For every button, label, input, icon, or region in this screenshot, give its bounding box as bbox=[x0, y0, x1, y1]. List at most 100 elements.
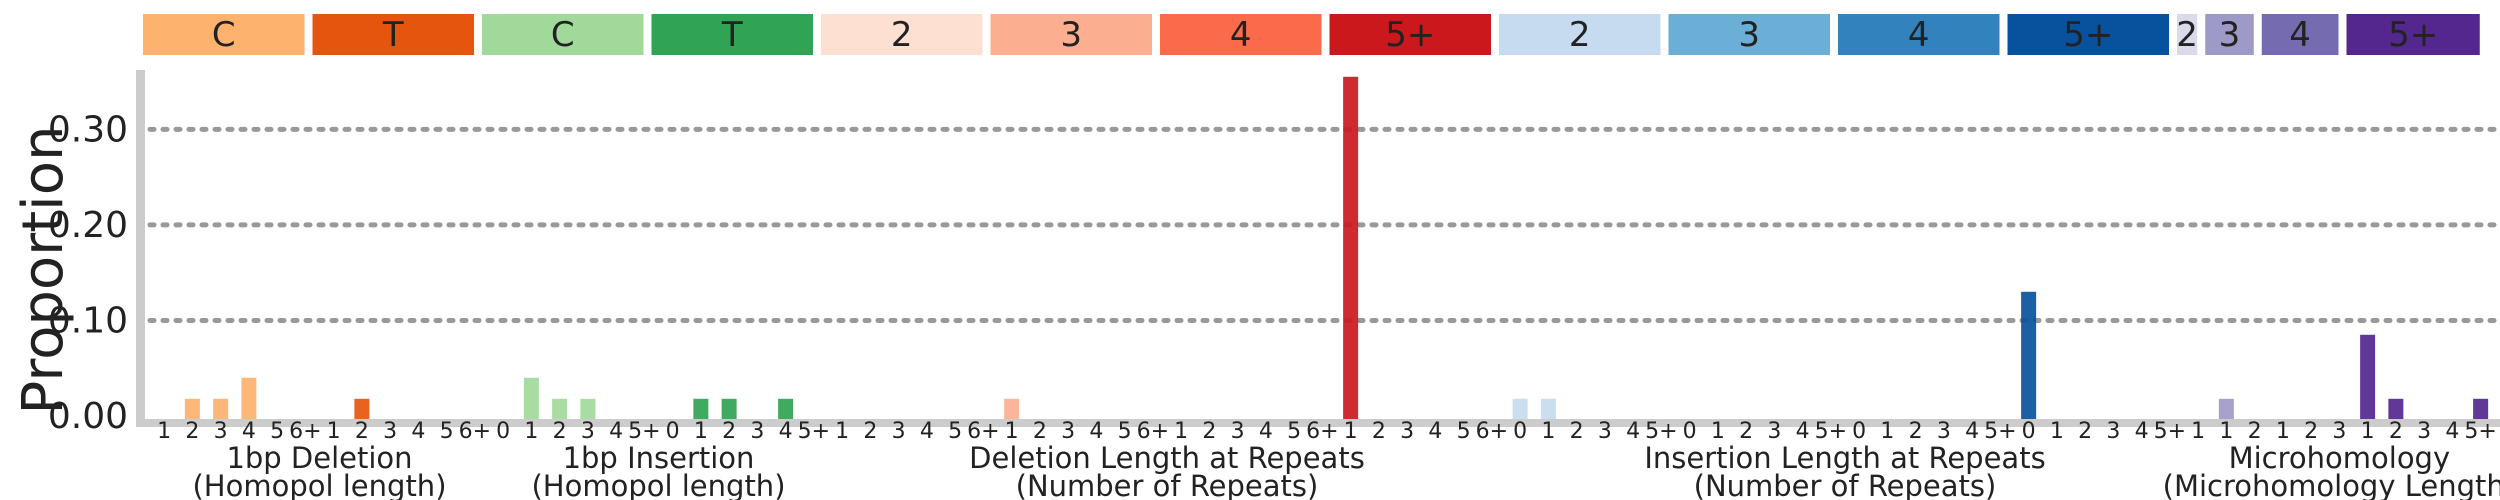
x-tick-label: 1 bbox=[1541, 419, 1555, 444]
top-band-label: 5+ bbox=[2388, 15, 2438, 55]
top-band-label: T bbox=[382, 15, 404, 55]
x-tick-label: 3 bbox=[2332, 419, 2346, 444]
top-band bbox=[143, 14, 305, 55]
top-band bbox=[2007, 14, 2169, 55]
top-band bbox=[821, 14, 983, 55]
x-tick-label: 3 bbox=[1400, 419, 1414, 444]
x-tick-label: 5+ bbox=[1815, 419, 1847, 444]
top-band bbox=[651, 14, 813, 55]
x-tick-label: 4 bbox=[609, 419, 623, 444]
x-tick-label: 1 bbox=[835, 419, 849, 444]
x-tick-label: 5+ bbox=[2154, 419, 2186, 444]
top-band-label: 3 bbox=[1060, 15, 1082, 55]
x-tick-label: 1 bbox=[157, 419, 171, 444]
y-axis-title: Proportion bbox=[11, 126, 76, 415]
y-axis-line bbox=[136, 70, 145, 426]
bar bbox=[523, 377, 539, 419]
top-band-label: T bbox=[721, 15, 743, 55]
top-band-label: 2 bbox=[891, 15, 913, 55]
x-tick-label: 1 bbox=[2191, 419, 2205, 444]
x-tick-label: 6+ bbox=[459, 419, 491, 444]
x-tick-label: 1 bbox=[1880, 419, 1894, 444]
y-tick-label: 0.00 bbox=[48, 396, 128, 437]
y-tick-label: 0.10 bbox=[48, 300, 128, 341]
x-tick-label: 2 bbox=[355, 419, 369, 444]
x-tick-label: 1 bbox=[1711, 419, 1725, 444]
x-tick-label: 5+ bbox=[2464, 419, 2496, 444]
group-label-line1: Deletion Length at Repeats bbox=[969, 441, 1365, 475]
x-tick-label: 4 bbox=[2135, 419, 2149, 444]
top-band bbox=[1329, 14, 1491, 55]
x-tick-label: 4 bbox=[2445, 419, 2459, 444]
x-tick-label: 4 bbox=[1796, 419, 1810, 444]
x-tick-label: 1 bbox=[327, 419, 341, 444]
group-label-line2: (Homopol length) bbox=[192, 469, 446, 500]
x-tick-label: 2 bbox=[2304, 419, 2318, 444]
x-tick-label: 3 bbox=[1598, 419, 1612, 444]
x-tick-label: 3 bbox=[2106, 419, 2120, 444]
y-tick-label: 0.30 bbox=[48, 109, 128, 150]
top-band bbox=[482, 14, 644, 55]
x-tick-label: 5+ bbox=[628, 419, 660, 444]
x-tick-label: 3 bbox=[2417, 419, 2431, 444]
x-tick-label: 6+ bbox=[1137, 419, 1169, 444]
bar bbox=[184, 398, 200, 419]
x-tick-label: 2 bbox=[1909, 419, 1923, 444]
top-band-label: 2 bbox=[1569, 15, 1591, 55]
x-tick-label: 3 bbox=[1937, 419, 1951, 444]
x-tick-label: 3 bbox=[383, 419, 397, 444]
x-tick-label: 5 bbox=[1287, 419, 1301, 444]
x-tick-label: 2 bbox=[185, 419, 199, 444]
bar bbox=[354, 398, 370, 419]
group-label-line1: 1bp Deletion bbox=[226, 441, 412, 475]
x-tick-label: 4 bbox=[1089, 419, 1103, 444]
bar bbox=[2388, 398, 2404, 419]
bar bbox=[552, 398, 568, 419]
x-tick-label: 3 bbox=[581, 419, 595, 444]
group-label-line2: (Number of Repeats) bbox=[1694, 469, 1997, 500]
x-tick-label: 3 bbox=[214, 419, 228, 444]
x-tick-label: 4 bbox=[779, 419, 793, 444]
x-tick-label: 0 bbox=[1683, 419, 1697, 444]
x-tick-label: 2 bbox=[863, 419, 877, 444]
top-band-label: 4 bbox=[2289, 15, 2311, 55]
bar bbox=[1343, 76, 1359, 420]
bar bbox=[1512, 398, 1528, 419]
bar bbox=[2021, 291, 2037, 419]
plot-area: 0.000.100.200.301 2 3 4 5 6+ 1 2 3 4 5 6+ 0 1 2 3 4 5+ 0 1 2… bbox=[48, 14, 2500, 500]
bar bbox=[2473, 398, 2489, 419]
bar bbox=[1540, 398, 1556, 419]
x-tick-label: 4 bbox=[411, 419, 425, 444]
top-band bbox=[312, 14, 474, 55]
top-band bbox=[2205, 14, 2254, 55]
top-band bbox=[1499, 14, 1661, 55]
top-band-label: C bbox=[551, 15, 575, 55]
bar bbox=[2360, 334, 2376, 419]
top-band bbox=[1668, 14, 1830, 55]
x-tick-label: 5+ bbox=[1984, 419, 2016, 444]
x-tick-label: 1 bbox=[2276, 419, 2290, 444]
bar bbox=[721, 398, 737, 419]
x-tick-label: 0 bbox=[1852, 419, 1866, 444]
bar bbox=[580, 398, 596, 419]
top-band-label: 5+ bbox=[1385, 15, 1435, 55]
top-band bbox=[2346, 14, 2480, 55]
group-label-line1: 1bp Insertion bbox=[563, 441, 755, 475]
x-tick-label: 3 bbox=[1231, 419, 1245, 444]
x-tick-label: 3 bbox=[750, 419, 764, 444]
top-band-label: C bbox=[212, 15, 236, 55]
x-tick-label: 4 bbox=[920, 419, 934, 444]
x-tick-label: 1 bbox=[1174, 419, 1188, 444]
y-tick-label: 0.20 bbox=[48, 205, 128, 246]
top-band-label: 3 bbox=[1738, 15, 1760, 55]
x-tick-label: 2 bbox=[2248, 419, 2262, 444]
x-tick-label: 2 bbox=[1033, 419, 1047, 444]
x-tick-label: 1 bbox=[2219, 419, 2233, 444]
top-band-label: 2 bbox=[2176, 15, 2198, 55]
x-axis-line bbox=[136, 419, 2500, 427]
x-tick-label: 6+ bbox=[1306, 419, 1338, 444]
group-label-line2: (Homopol length) bbox=[531, 469, 785, 500]
x-tick-label: 5 bbox=[440, 419, 454, 444]
group-label-line2: (Microhomology Length) bbox=[2163, 469, 2500, 500]
